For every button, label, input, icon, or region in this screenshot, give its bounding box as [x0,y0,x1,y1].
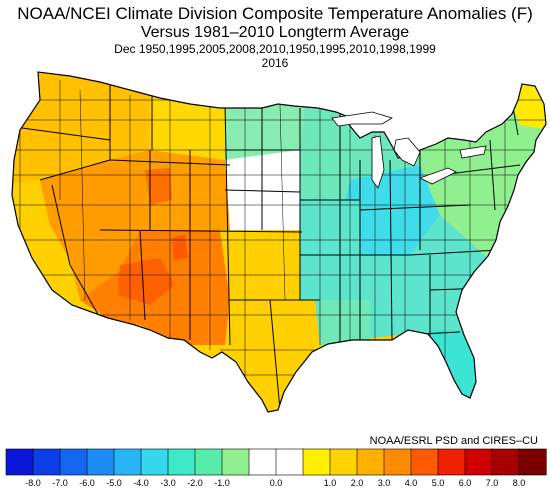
colorbar-swatch [32,448,61,476]
colorbar-tick-label: 6.0 [458,478,472,488]
colorbar-swatch [437,448,466,476]
credit-label: NOAA/ESRL PSD and CIRES–CU [369,435,538,447]
colorbar-tick-label: -8.0 [25,478,41,488]
colorbar-swatch [275,448,304,476]
colorbar-tick-label: 5.0 [431,478,445,488]
colorbar-swatch [356,448,385,476]
colorbar-tick-label: -4.0 [133,478,149,488]
us-outline [11,71,547,413]
colorbar-swatch [383,448,412,476]
region-northern-rockies [150,72,225,160]
map-title-line-2: Versus 1981–2010 Longterm Average [140,24,410,41]
map-title-year: 2016 [261,56,289,70]
colorbar-tick-label: -7.0 [52,478,68,488]
colorbar [5,448,547,476]
region-hotspot-arizona [118,258,175,305]
colorbar-swatch [194,448,223,476]
map-canvas [11,71,547,413]
colorbar-swatch [491,448,520,476]
region-florida [430,330,480,410]
colorbar-tick-label: -2.0 [187,478,203,488]
colorbar-swatch [329,448,358,476]
map-title-line-1: NOAA/NCEI Climate Division Composite Tem… [17,4,533,23]
colorbar-tick-label: -3.0 [160,478,176,488]
colorbar-swatch [86,448,115,476]
colorbar-swatch [221,448,250,476]
region-north-dakota [225,72,310,160]
colorbar-swatch [248,448,277,476]
colorbar-tick-label: 2.0 [350,478,364,488]
region-central-plains [225,150,315,300]
colorbar-tick-label: 8.0 [512,478,526,488]
region-gulf-coast [320,300,370,345]
colorbar-tick-label: 7.0 [485,478,499,488]
region-hotspot-utah [145,168,172,205]
colorbar-swatch [167,448,196,476]
region-midwest-core [340,165,440,255]
colorbar-tick-label: -6.0 [79,478,95,488]
colorbar-swatch [59,448,88,476]
colorbar-swatch [464,448,493,476]
colorbar-swatch [140,448,169,476]
colorbar-tick-label: -5.0 [106,478,122,488]
map-title-years: Dec 1950,1995,2005,2008,2010,1950,1995,2… [114,42,436,56]
colorbar-swatch [518,448,547,476]
colorbar-swatch [302,448,331,476]
colorbar-tick-label: 1.0 [323,478,337,488]
colorbar-tick-label: -1.0 [214,478,230,488]
great-lakes [331,111,487,189]
colorbar-swatch [410,448,439,476]
colorbar-tick-label: 4.0 [404,478,418,488]
colorbar-swatch [5,448,34,476]
colorbar-swatch [113,448,142,476]
colorbar-tick-label: 3.0 [377,478,391,488]
colorbar-tick-label: 0.0 [269,478,283,488]
region-hotspot-colorado [172,234,188,260]
